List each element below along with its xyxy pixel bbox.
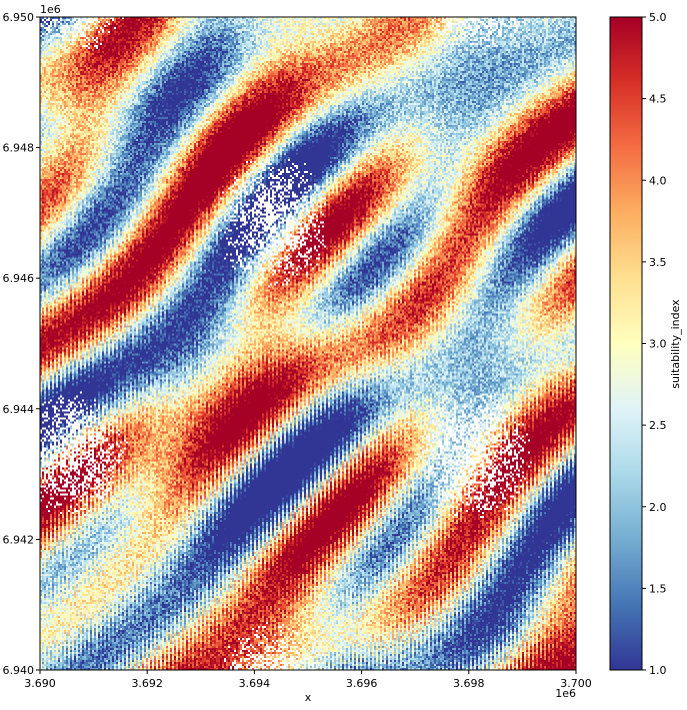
colorbar-tick-label: 2.0 [649,501,667,514]
x-tick-label: 3.690 [24,677,56,690]
x-tick-label: 3.698 [453,677,485,690]
colorbar-tick-label: 2.5 [649,419,667,432]
x-tick-label: 3.696 [346,677,378,690]
colorbar-ramp [609,16,643,671]
colorbar-label: suitability_index [669,299,682,389]
colorbar-ticks: 1.0 1.5 2.0 2.5 3.0 3.5 4.0 4.5 5.0 [642,11,667,677]
x-axis: 3.690 3.692 3.694 3.696 3.698 3.700 [24,670,592,690]
heatmap-cells [40,17,576,670]
x-offset-label: 1e6 [555,687,576,700]
plot-frame [39,16,577,671]
x-axis-label: x [305,691,312,704]
y-tick-label: 6.942 [3,533,35,546]
y-tick-label: 6.944 [3,403,35,416]
heatmap-raster [40,17,576,670]
colorbar-tick-label: 1.5 [649,582,667,595]
colorbar-tick-label: 4.5 [649,93,667,106]
colorbar-tick-label: 1.0 [649,664,667,677]
y-tick-label: 6.940 [3,664,35,677]
colorbar-tick-label: 5.0 [649,11,667,24]
colorbar-tick-label: 3.5 [649,256,667,269]
colorbar [609,16,643,671]
y-tick-label: 6.948 [3,142,35,155]
x-tick-label: 3.700 [560,677,592,690]
y-tick-label: 6.950 [3,11,35,24]
y-tick-label: 6.946 [3,272,35,285]
x-tick-label: 3.694 [239,677,271,690]
y-axis: 6.940 6.942 6.944 6.946 6.948 6.950 [3,11,40,677]
y-offset-label: 1e6 [40,3,61,16]
colorbar-tick-label: 3.0 [649,338,667,351]
x-tick-label: 3.692 [131,677,163,690]
colorbar-tick-label: 4.0 [649,174,667,187]
